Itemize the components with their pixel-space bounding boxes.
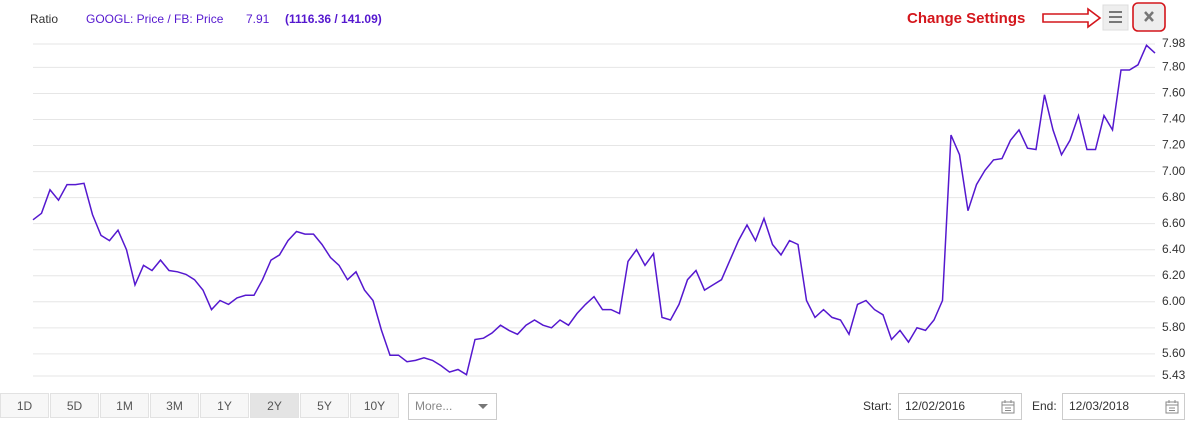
- series-line: [32, 44, 1156, 376]
- y-tick-label: 7.60: [1162, 86, 1186, 100]
- y-tick-label: 5.80: [1162, 320, 1186, 334]
- y-tick-label: 7.00: [1162, 164, 1186, 178]
- chart-label: Ratio: [30, 12, 59, 26]
- caret: [478, 404, 488, 409]
- legend-entry: GOOGL: Price / FB: Price: [86, 12, 224, 26]
- y-tick-label: 7.98: [1162, 36, 1186, 50]
- range-button[interactable]: 5Y: [300, 393, 349, 418]
- range-button[interactable]: 10Y: [350, 393, 399, 418]
- end-label: End:: [1032, 399, 1057, 413]
- close-button[interactable]: [1132, 2, 1166, 32]
- y-tick-label: 7.40: [1162, 112, 1186, 126]
- annotation: Change Settings: [907, 10, 1026, 27]
- y-tick-label: 6.20: [1162, 268, 1186, 282]
- calendar-icon: [1001, 400, 1015, 414]
- y-tick-label: 6.00: [1162, 294, 1186, 308]
- calendar-icon: [1165, 400, 1179, 414]
- arrow: [1042, 7, 1102, 29]
- y-tick-label: 5.60: [1162, 346, 1186, 360]
- more-dropdown[interactable]: More...: [408, 393, 497, 420]
- range-button[interactable]: 3M: [150, 393, 199, 418]
- end-input[interactable]: 12/03/2018: [1062, 393, 1185, 420]
- end-date: 12/03/2018: [1069, 399, 1130, 413]
- range-button[interactable]: 1M: [100, 393, 149, 418]
- more-text: More...: [415, 399, 453, 413]
- menu-button[interactable]: [1102, 4, 1129, 31]
- range-button[interactable]: 1D: [0, 393, 49, 418]
- y-tick-label: 5.43: [1162, 368, 1186, 382]
- range-button[interactable]: 5D: [50, 393, 99, 418]
- range-button[interactable]: 1Y: [200, 393, 249, 418]
- y-tick-label: 6.40: [1162, 242, 1186, 256]
- range-button[interactable]: 2Y: [250, 393, 299, 418]
- y-tick-label: 6.60: [1162, 216, 1186, 230]
- start-date: 12/02/2016: [905, 399, 966, 413]
- y-tick-label: 7.80: [1162, 60, 1186, 74]
- start-input[interactable]: 12/02/2016: [898, 393, 1022, 420]
- start-label: Start:: [863, 399, 892, 413]
- y-tick-label: 7.20: [1162, 138, 1186, 152]
- y-tick-label: 6.80: [1162, 190, 1186, 204]
- prices: (1116.36 / 141.09): [285, 12, 382, 26]
- last-value: 7.91: [246, 12, 270, 26]
